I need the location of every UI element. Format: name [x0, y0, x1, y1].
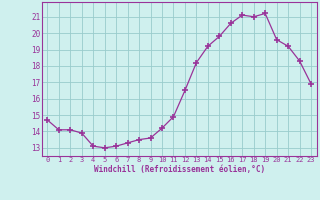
- X-axis label: Windchill (Refroidissement éolien,°C): Windchill (Refroidissement éolien,°C): [94, 165, 265, 174]
